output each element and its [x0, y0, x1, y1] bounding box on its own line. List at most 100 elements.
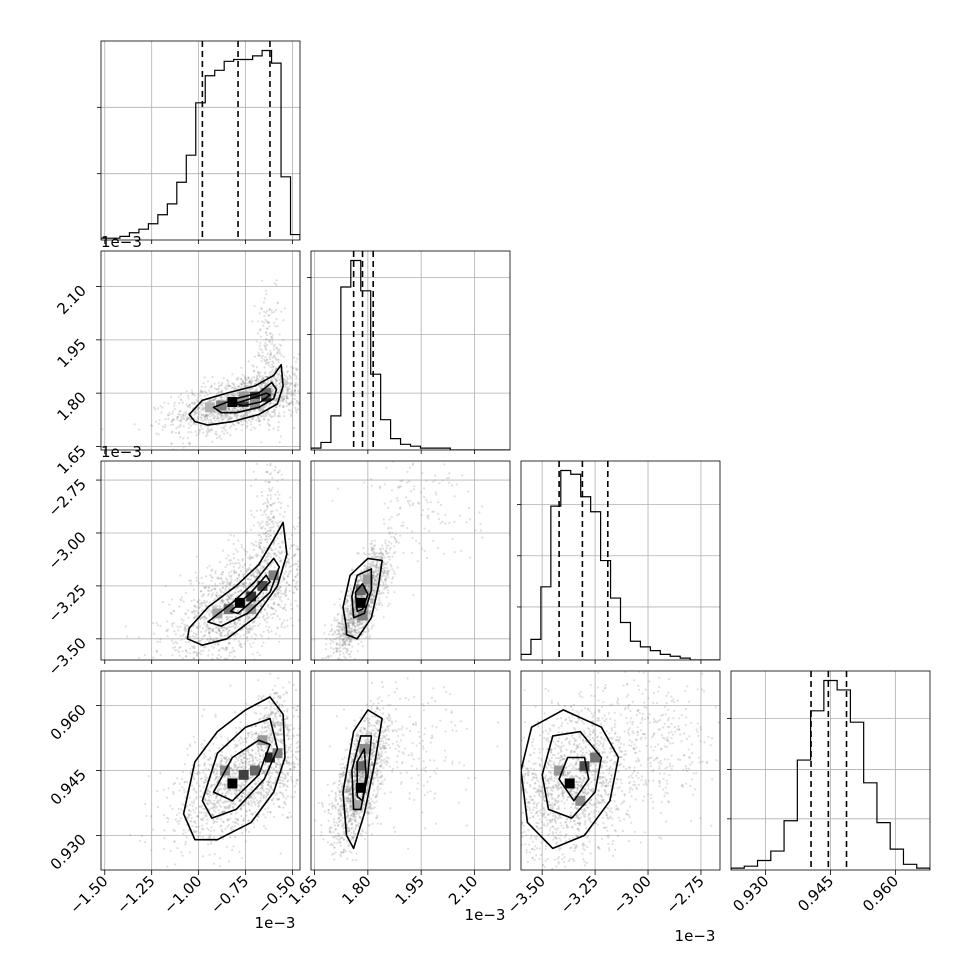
scatter-point [204, 604, 207, 607]
scatter-point [297, 390, 300, 393]
scatter-point [226, 413, 229, 416]
scatter-point [219, 416, 223, 419]
scatter-point [341, 627, 344, 630]
scatter-point [289, 496, 292, 499]
scatter-point [236, 421, 239, 424]
scatter-point [210, 428, 213, 431]
scatter-point [385, 551, 388, 554]
scatter-point [280, 580, 283, 583]
scatter-point [214, 415, 217, 418]
scatter-point [260, 441, 263, 444]
scatter-point [372, 563, 375, 567]
scatter-point [278, 389, 281, 392]
scatter-point [244, 553, 247, 556]
scatter-point [346, 605, 349, 608]
scatter-point [344, 661, 346, 663]
scatter-point [272, 522, 275, 525]
scatter-point [216, 605, 219, 608]
scatter-point [193, 616, 196, 620]
scatter-point [368, 586, 371, 590]
scatter-point [206, 425, 209, 428]
scatter-point [197, 416, 200, 419]
scatter-point [453, 520, 456, 524]
scatter-point [280, 623, 283, 626]
scatter-point [317, 587, 319, 589]
scatter-point [303, 339, 305, 341]
scatter-point [182, 446, 185, 449]
scatter-point [346, 607, 349, 611]
scatter-point [234, 637, 237, 640]
scatter-point [228, 415, 232, 418]
scatter-point [161, 428, 164, 432]
scatter-point [252, 573, 255, 576]
scatter-point [453, 551, 456, 554]
scatter-point [226, 394, 229, 397]
scatter-point [267, 480, 271, 484]
scatter-point [221, 582, 225, 585]
scatter-point [170, 661, 172, 663]
scatter-point [251, 376, 254, 379]
scatter-point [276, 415, 280, 418]
scatter-point [278, 513, 282, 516]
scatter-point [220, 662, 222, 664]
scatter-point [279, 552, 282, 555]
scatter-point [193, 401, 196, 404]
scatter-point [267, 637, 270, 640]
scatter-point [272, 348, 275, 351]
scatter-point [243, 376, 247, 379]
scatter-point [267, 321, 270, 324]
scatter-point [245, 632, 248, 635]
scatter-point [384, 577, 387, 580]
scatter-point [217, 381, 220, 384]
scatter-point [439, 503, 443, 507]
scatter-point [241, 582, 244, 586]
scatter-point [153, 406, 156, 409]
scatter-point [329, 630, 332, 633]
scatter-point [370, 546, 373, 549]
scatter-point [258, 524, 261, 527]
scatter-point [261, 513, 264, 516]
scatter-point [265, 289, 268, 292]
scatter-point [324, 388, 326, 390]
scatter-point [268, 401, 271, 404]
scatter-point [263, 310, 266, 313]
scatter-point [266, 381, 270, 384]
scatter-point [367, 630, 370, 633]
scatter-point [281, 399, 284, 402]
scatter-point [347, 610, 350, 613]
scatter-point [256, 416, 259, 419]
scatter-point [263, 321, 266, 324]
scatter-point [168, 414, 171, 417]
scatter-point [231, 409, 234, 412]
scatter-point [265, 327, 268, 330]
scatter-point [226, 618, 229, 621]
scatter-point [268, 307, 271, 310]
scatter-point [199, 639, 202, 642]
scatter-point [275, 379, 278, 382]
scatter-point [269, 503, 272, 506]
scatter-point [239, 408, 243, 411]
scatter-point [274, 466, 277, 469]
scatter-point [221, 571, 224, 574]
scatter-point [293, 372, 296, 375]
scatter-point [224, 414, 227, 417]
scatter-point [191, 645, 194, 648]
scatter-point [308, 396, 310, 398]
scatter-point [230, 616, 234, 619]
scatter-point [214, 606, 217, 609]
scatter-point [190, 468, 192, 470]
scatter-point [252, 543, 255, 546]
scatter-point [347, 619, 351, 622]
scatter-point [230, 574, 233, 578]
scatter-point [224, 386, 227, 389]
scatter-point [206, 380, 210, 383]
scatter-point [271, 616, 274, 620]
scatter-point [369, 609, 372, 613]
scatter-point [289, 547, 292, 550]
scatter-point [186, 437, 189, 440]
scatter-point [322, 571, 324, 573]
scatter-point [259, 611, 262, 614]
scatter-point [288, 584, 291, 587]
scatter-point [198, 625, 202, 628]
scatter-point [324, 567, 326, 569]
